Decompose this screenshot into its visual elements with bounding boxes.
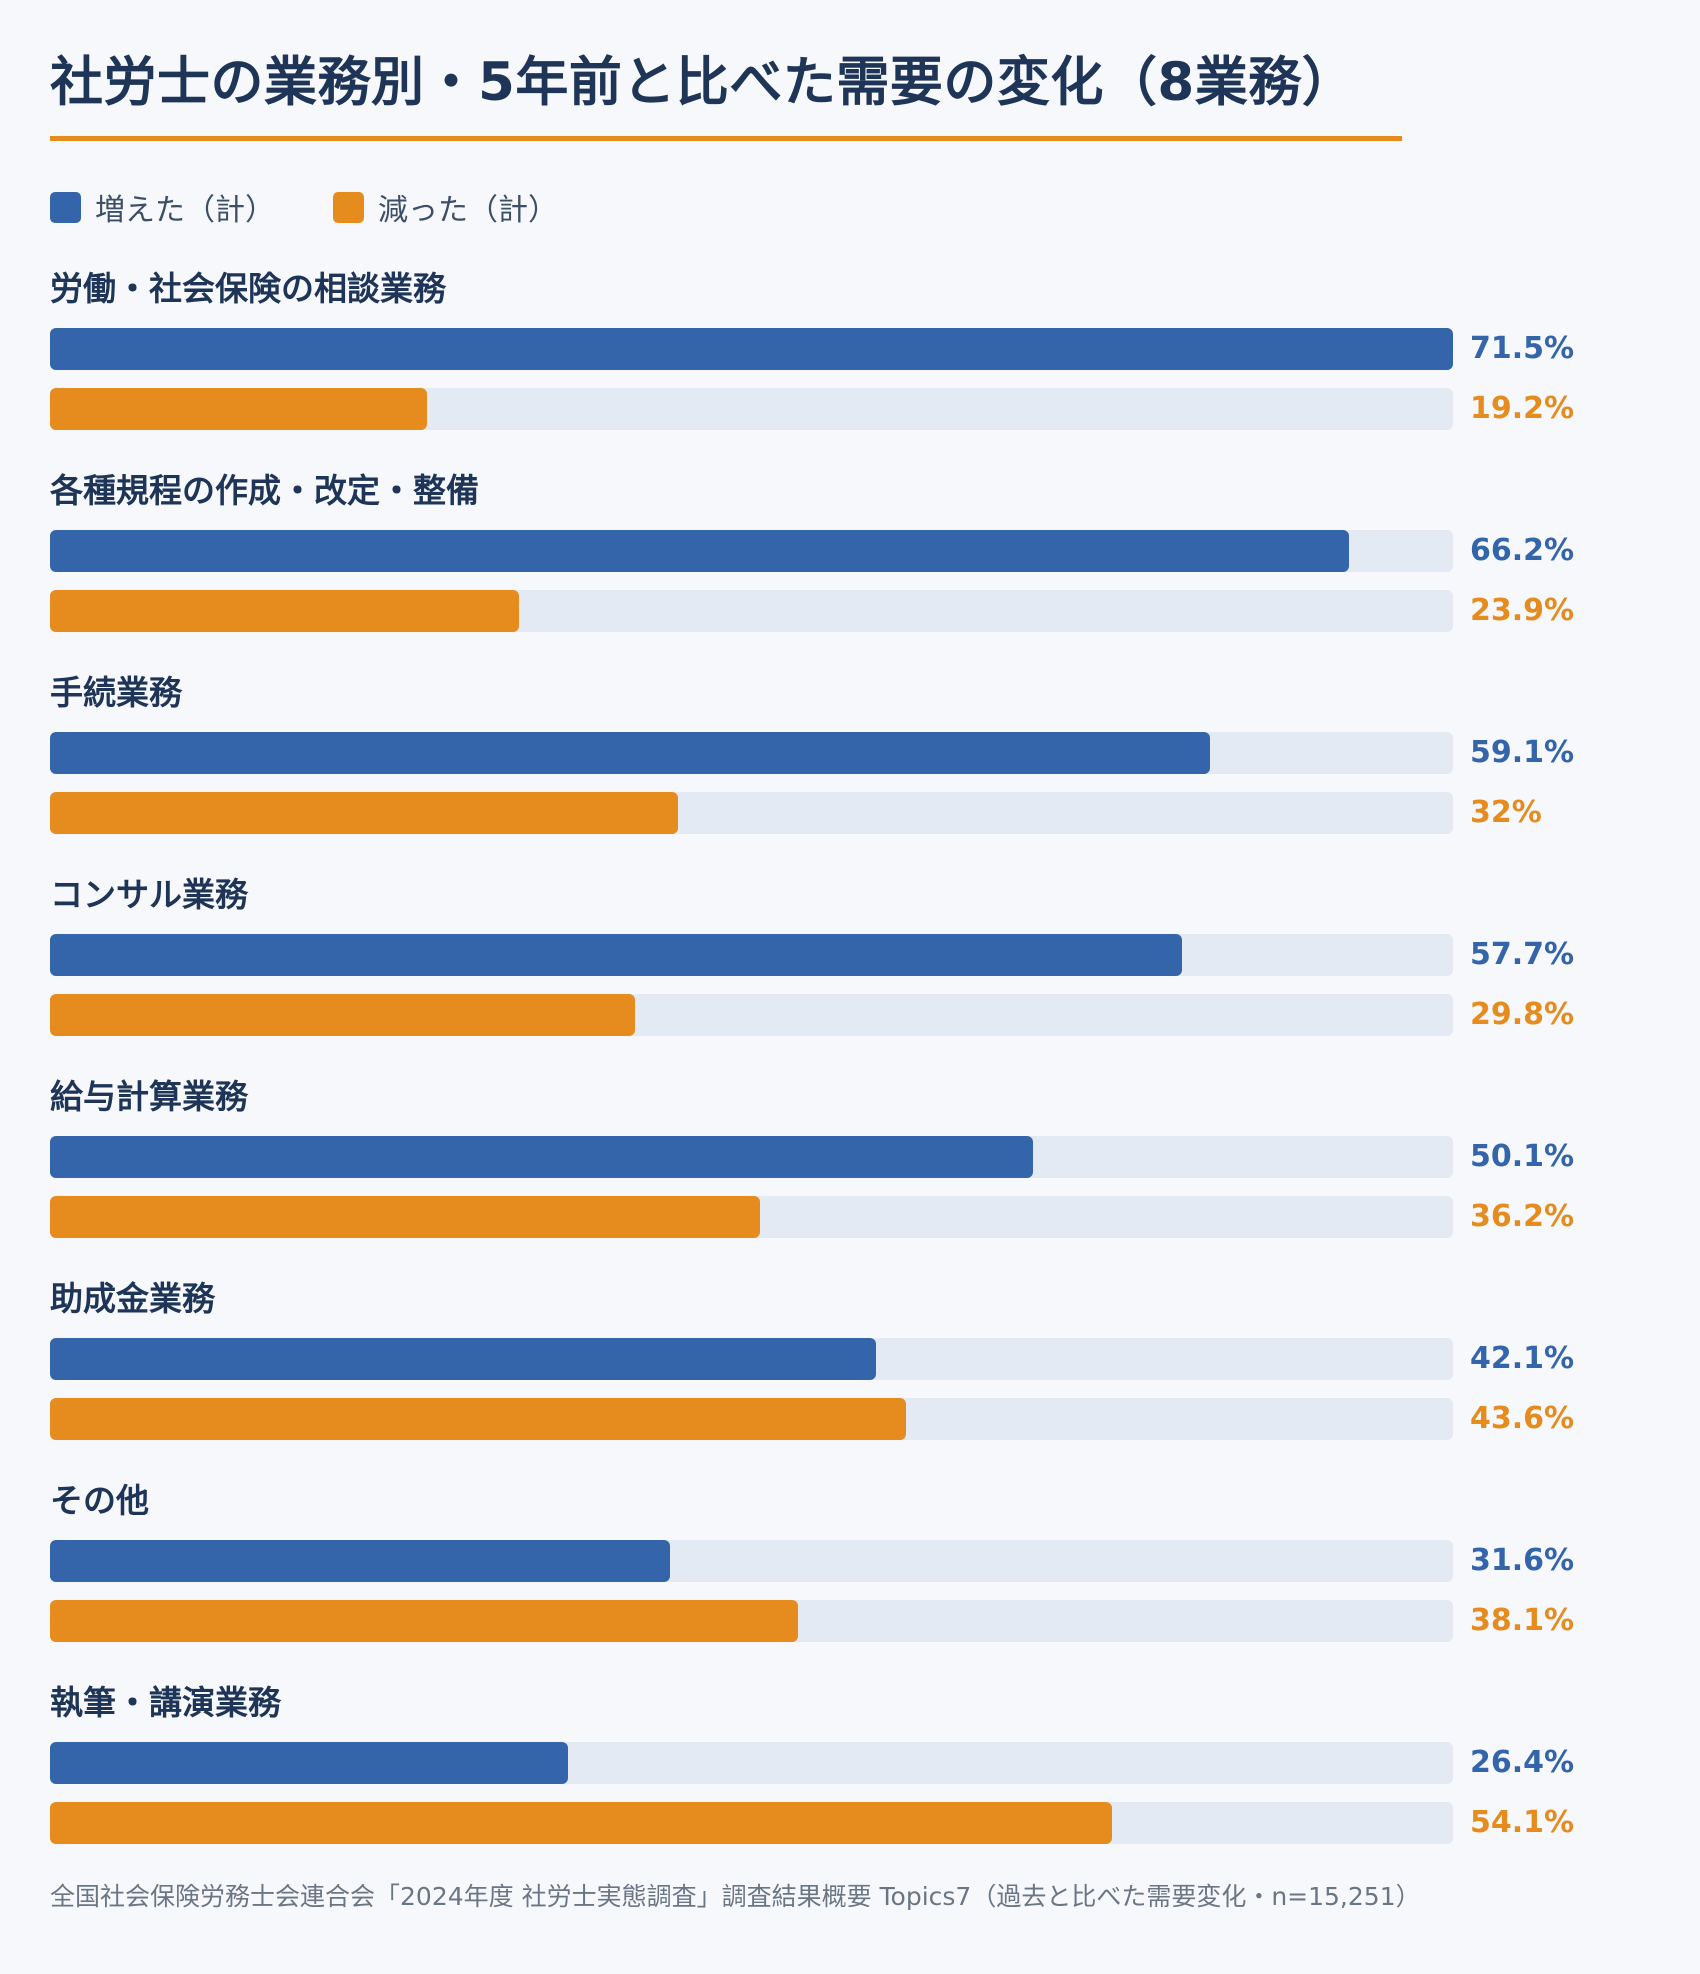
bar-track (50, 388, 1453, 430)
bar-decreased (50, 792, 678, 834)
chart-title: 社労士の業務別・5年前と比べた需要の変化（8業務） (50, 52, 1356, 113)
value-label-decreased: 43.6% (1470, 1401, 1575, 1436)
category-label: 執筆・講演業務 (50, 1683, 281, 1722)
category-label: 給与計算業務 (50, 1077, 248, 1116)
bar-track (50, 1136, 1453, 1178)
bar-decreased (50, 1398, 906, 1440)
value-label-decreased: 29.8% (1470, 997, 1575, 1032)
bar-groups: 労働・社会保険の相談業務 71.5% 19.2% 各種規程の作成・改定・整備 66.2%… (50, 262, 1670, 1878)
value-label-increased: 31.6% (1470, 1543, 1575, 1578)
value-label-increased: 57.7% (1470, 937, 1575, 972)
bar-track (50, 1802, 1453, 1844)
bar-track (50, 792, 1453, 834)
category-group: 助成金業務 42.1% 43.6% (50, 1272, 1670, 1474)
legend-label-increased: 増えた（計） (95, 193, 275, 228)
bar-track (50, 1196, 1453, 1238)
legend-label-decreased: 減った（計） (378, 193, 558, 228)
bar-track (50, 1398, 1453, 1440)
bar-track (50, 1540, 1453, 1582)
value-label-decreased: 32% (1470, 795, 1542, 830)
bar-decreased (50, 1600, 798, 1642)
bar-decreased (50, 994, 635, 1036)
category-group: コンサル業務 57.7% 29.8% (50, 868, 1670, 1070)
category-group: その他 31.6% 38.1% (50, 1474, 1670, 1676)
bar-increased (50, 934, 1183, 976)
legend: 増えた（計） 減った（計） (50, 185, 616, 229)
value-label-increased: 71.5% (1470, 331, 1575, 366)
category-label: コンサル業務 (50, 875, 248, 914)
category-label: 労働・社会保険の相談業務 (50, 269, 446, 308)
value-label-decreased: 54.1% (1470, 1805, 1575, 1840)
value-label-increased: 26.4% (1470, 1745, 1575, 1780)
bar-track (50, 590, 1453, 632)
source-note: 全国社会保険労務士会連合会「2024年度 社労士実態調査」調査結果概要 Topi… (50, 1882, 1421, 1911)
bar-track (50, 732, 1453, 774)
value-label-decreased: 23.9% (1470, 593, 1575, 628)
bar-decreased (50, 1802, 1112, 1844)
bar-increased (50, 1540, 671, 1582)
bar-decreased (50, 590, 519, 632)
value-label-increased: 59.1% (1470, 735, 1575, 770)
value-label-increased: 66.2% (1470, 533, 1575, 568)
bar-track (50, 1742, 1453, 1784)
value-label-increased: 42.1% (1470, 1341, 1575, 1376)
value-label-decreased: 19.2% (1470, 391, 1575, 426)
value-label-decreased: 38.1% (1470, 1603, 1575, 1638)
legend-swatch-decreased (333, 191, 364, 223)
bar-increased (50, 530, 1349, 572)
legend-item-increased: 増えた（計） (50, 185, 275, 229)
category-group: 給与計算業務 50.1% 36.2% (50, 1070, 1670, 1272)
bar-increased (50, 328, 1453, 370)
bar-decreased (50, 1196, 761, 1238)
bar-track (50, 530, 1453, 572)
value-label-increased: 50.1% (1470, 1139, 1575, 1174)
category-label: その他 (50, 1481, 149, 1520)
bar-track (50, 1600, 1453, 1642)
legend-swatch-increased (50, 191, 81, 223)
category-label: 各種規程の作成・改定・整備 (50, 471, 479, 510)
bar-increased (50, 1742, 568, 1784)
bar-increased (50, 732, 1210, 774)
category-group: 手続業務 59.1% 32% (50, 666, 1670, 868)
title-underline (50, 136, 1402, 141)
legend-item-decreased: 減った（計） (333, 185, 558, 229)
bar-track (50, 328, 1453, 370)
bar-decreased (50, 388, 427, 430)
bar-track (50, 934, 1453, 976)
category-label: 助成金業務 (50, 1279, 215, 1318)
category-group: 労働・社会保険の相談業務 71.5% 19.2% (50, 262, 1670, 464)
value-label-decreased: 36.2% (1470, 1199, 1575, 1234)
bar-track (50, 994, 1453, 1036)
bar-increased (50, 1136, 1034, 1178)
category-group: 執筆・講演業務 26.4% 54.1% (50, 1676, 1670, 1878)
bar-track (50, 1338, 1453, 1380)
bar-increased (50, 1338, 877, 1380)
category-label: 手続業務 (50, 673, 182, 712)
category-group: 各種規程の作成・改定・整備 66.2% 23.9% (50, 464, 1670, 666)
